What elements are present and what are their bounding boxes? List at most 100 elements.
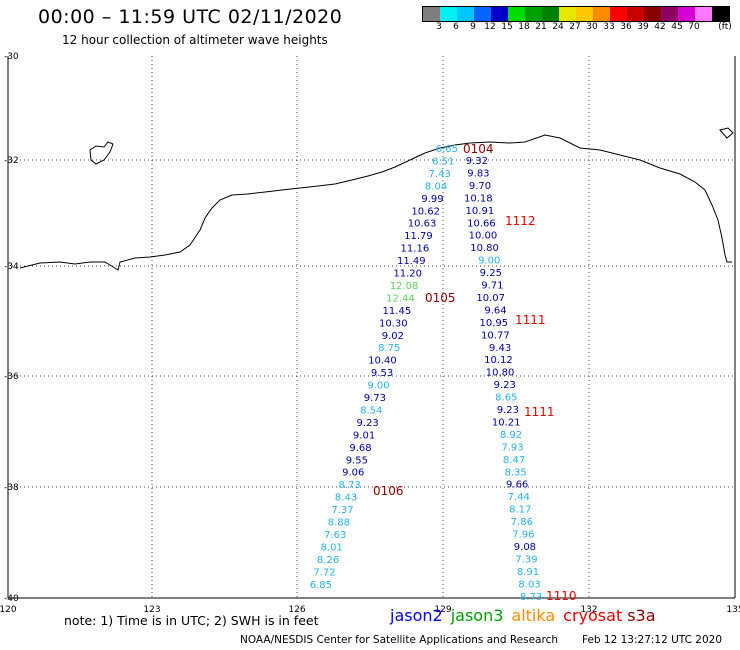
pass-time-labels: 0104 1112 0105 1111 1111 0106 1110 bbox=[373, 142, 577, 603]
lat-label: -38 bbox=[4, 483, 19, 493]
pass-time-label: 1110 bbox=[546, 589, 577, 603]
color-unit-label: (ft) bbox=[718, 22, 732, 32]
credit-text: NOAA/NESDIS Center for Satellite Applica… bbox=[240, 634, 558, 646]
swh-value: 9.08 bbox=[514, 542, 536, 553]
color-tick-label: 42 bbox=[654, 22, 666, 32]
color-swatch bbox=[627, 7, 644, 21]
color-tick-label: 45 bbox=[671, 22, 683, 32]
lon-label: 129 bbox=[434, 605, 451, 615]
color-swatch bbox=[576, 7, 593, 21]
color-tick-label: 33 bbox=[603, 22, 615, 32]
swh-value: 8.43 bbox=[335, 493, 357, 504]
swh-value: 7.37 bbox=[331, 505, 353, 516]
legend-jason3: jason3 bbox=[450, 606, 504, 625]
swh-value: 6.51 bbox=[432, 156, 454, 167]
map-title: 00:00 – 11:59 UTC 02/11/2020 bbox=[38, 6, 343, 28]
color-tick-label: 30 bbox=[586, 22, 598, 32]
color-tick-label: 6 bbox=[453, 22, 459, 32]
color-tick-label: 3 bbox=[436, 22, 442, 32]
color-swatch bbox=[678, 7, 695, 21]
pass-time-label: 0105 bbox=[425, 291, 456, 305]
color-swatch bbox=[593, 7, 610, 21]
swh-value: 7.93 bbox=[501, 442, 523, 453]
swh-value: 10.80 bbox=[470, 243, 499, 254]
swh-value: 8.73 bbox=[520, 592, 542, 603]
swh-value: 10.91 bbox=[466, 206, 495, 217]
swh-value: 8.54 bbox=[360, 405, 382, 416]
color-tick-label: 39 bbox=[637, 22, 649, 32]
swh-value: 11.16 bbox=[401, 244, 430, 255]
color-swatch bbox=[440, 7, 457, 21]
lat-lon-grid bbox=[8, 56, 735, 598]
legend-altika: altika bbox=[511, 606, 556, 625]
swh-value: 6.65 bbox=[436, 144, 458, 155]
color-tick-label: 21 bbox=[535, 22, 547, 32]
color-swatch bbox=[457, 7, 474, 21]
swh-value: 9.66 bbox=[506, 480, 528, 491]
longitude-labels: 120 123 126 129 132 135 bbox=[0, 605, 740, 615]
lat-label: -40 bbox=[4, 594, 19, 604]
color-swatch bbox=[695, 7, 712, 21]
swh-value: 9.00 bbox=[478, 256, 500, 267]
swh-value: 9.83 bbox=[467, 168, 489, 179]
footer-note: note: 1) Time is in UTC; 2) SWH is in fe… bbox=[64, 613, 319, 628]
lat-label: -36 bbox=[4, 372, 19, 382]
color-swatch bbox=[474, 7, 491, 21]
color-scale-ticks: 3 6 9 12 15 18 21 24 27 30 33 36 39 42 45 70 (ft) bbox=[422, 22, 740, 34]
swh-value: 9.23 bbox=[494, 380, 516, 391]
color-swatch bbox=[491, 7, 508, 21]
map-subtitle: 12 hour collection of altimeter wave hei… bbox=[62, 33, 328, 47]
lon-label: 120 bbox=[0, 605, 17, 615]
lon-label: 135 bbox=[726, 605, 740, 615]
swh-value: 11.45 bbox=[383, 306, 412, 317]
swh-value: 8.91 bbox=[517, 567, 539, 578]
color-swatch bbox=[610, 7, 627, 21]
swh-value: 9.32 bbox=[466, 156, 488, 167]
swh-value: 7.96 bbox=[512, 530, 534, 541]
swh-value: 7.86 bbox=[511, 517, 533, 528]
swh-value: 9.64 bbox=[484, 305, 506, 316]
swh-value: 9.43 bbox=[489, 343, 511, 354]
swh-value: 9.99 bbox=[421, 194, 443, 205]
swh-value: 8.73 bbox=[339, 480, 361, 491]
swh-value: 7.63 bbox=[324, 530, 346, 541]
swh-value: 10.40 bbox=[368, 356, 397, 367]
pass-time-label: 0104 bbox=[463, 142, 494, 156]
swh-value: 8.17 bbox=[509, 505, 531, 516]
swh-value: 11.79 bbox=[404, 231, 433, 242]
swh-value: 12.08 bbox=[390, 281, 419, 292]
swh-value: 8.03 bbox=[518, 579, 540, 590]
swh-value: 10.63 bbox=[408, 219, 437, 230]
swh-value: 11.20 bbox=[393, 269, 422, 280]
swh-value: 7.39 bbox=[515, 554, 537, 565]
credit-timestamp: Feb 12 13:27:12 UTC 2020 bbox=[582, 634, 722, 646]
legend-cryosat: cryosat bbox=[563, 606, 623, 625]
swh-value: 10.21 bbox=[492, 417, 521, 428]
color-swatch bbox=[559, 7, 576, 21]
swh-value: 8.01 bbox=[321, 542, 343, 553]
swh-value: 9.55 bbox=[346, 455, 368, 466]
swh-value: 8.65 bbox=[495, 393, 517, 404]
swh-value: 11.49 bbox=[397, 256, 426, 267]
swh-value: 10.12 bbox=[484, 355, 513, 366]
lon-label: 123 bbox=[143, 605, 160, 615]
swh-value: 10.18 bbox=[464, 193, 493, 204]
coastline bbox=[19, 127, 734, 271]
pass-time-label: 1111 bbox=[515, 313, 546, 327]
color-tick-label: 27 bbox=[569, 22, 581, 32]
map-frame bbox=[7, 56, 736, 599]
swh-value: 9.53 bbox=[371, 368, 393, 379]
color-tick-label: 36 bbox=[620, 22, 632, 32]
lat-label: -30 bbox=[4, 52, 19, 62]
swh-value: 7.44 bbox=[508, 492, 530, 503]
color-swatch bbox=[508, 7, 525, 21]
swh-value: 10.80 bbox=[486, 368, 515, 379]
swh-value: 8.88 bbox=[328, 518, 350, 529]
swh-value: 8.92 bbox=[500, 430, 522, 441]
swh-value: 9.23 bbox=[497, 405, 519, 416]
color-tick-label: 18 bbox=[518, 22, 530, 32]
swh-value: 9.00 bbox=[367, 381, 389, 392]
swh-value: 9.73 bbox=[364, 393, 386, 404]
swh-value: 9.70 bbox=[469, 181, 491, 192]
